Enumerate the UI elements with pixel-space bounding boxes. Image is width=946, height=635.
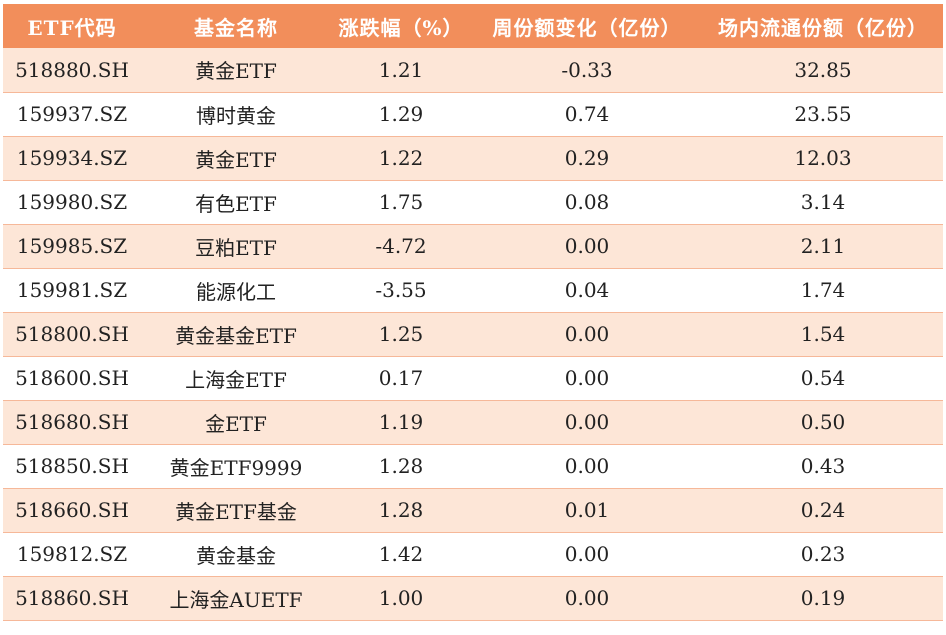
table-row: 159934.SZ 黄金ETF 1.22 0.29 12.03: [3, 136, 943, 181]
cell-change-pct: -3.55: [331, 268, 471, 313]
cell-fund-name: 博时黄金: [141, 92, 331, 137]
cell-fund-name: 黄金基金: [141, 532, 331, 577]
cell-etf-code: 159812.SZ: [3, 532, 141, 577]
cell-etf-code: 518660.SH: [3, 488, 141, 533]
table-row: 518860.SH 上海金AUETF 1.00 0.00 0.19: [3, 576, 943, 621]
etf-table: ETF代码 基金名称 涨跌幅（%） 周份额变化（亿份） 场内流通份额（亿份） 5…: [3, 4, 943, 621]
cell-change-pct: 1.28: [331, 444, 471, 489]
cell-weekly-share-change: -0.33: [471, 48, 703, 93]
table-row: 518880.SH 黄金ETF 1.21 -0.33 32.85: [3, 48, 943, 93]
cell-fund-name: 黄金ETF基金: [141, 488, 331, 533]
cell-circulating-shares: 23.55: [703, 92, 943, 137]
cell-circulating-shares: 1.74: [703, 268, 943, 313]
table-row: 159981.SZ 能源化工 -3.55 0.04 1.74: [3, 268, 943, 313]
cell-weekly-share-change: 0.74: [471, 92, 703, 137]
table-row: 518660.SH 黄金ETF基金 1.28 0.01 0.24: [3, 488, 943, 533]
cell-etf-code: 518880.SH: [3, 48, 141, 93]
cell-weekly-share-change: 0.08: [471, 180, 703, 225]
cell-etf-code: 159981.SZ: [3, 268, 141, 313]
table-row: 518800.SH 黄金基金ETF 1.25 0.00 1.54: [3, 312, 943, 357]
cell-circulating-shares: 0.54: [703, 356, 943, 401]
cell-weekly-share-change: 0.00: [471, 312, 703, 357]
cell-fund-name: 黄金ETF: [141, 136, 331, 181]
header-circulating-shares: 场内流通份额（亿份）: [718, 15, 928, 40]
cell-circulating-shares: 3.14: [703, 180, 943, 225]
cell-fund-name: 黄金ETF9999: [141, 444, 331, 489]
cell-circulating-shares: 32.85: [703, 48, 943, 93]
cell-change-pct: 1.42: [331, 532, 471, 577]
table-row: 159985.SZ 豆粕ETF -4.72 0.00 2.11: [3, 224, 943, 269]
cell-fund-name: 有色ETF: [141, 180, 331, 225]
cell-circulating-shares: 1.54: [703, 312, 943, 357]
table-header: ETF代码 基金名称 涨跌幅（%） 周份额变化（亿份） 场内流通份额（亿份）: [3, 4, 943, 48]
cell-weekly-share-change: 0.00: [471, 356, 703, 401]
cell-change-pct: 0.17: [331, 356, 471, 401]
cell-weekly-share-change: 0.01: [471, 488, 703, 533]
cell-etf-code: 518850.SH: [3, 444, 141, 489]
cell-fund-name: 黄金ETF: [141, 48, 331, 93]
cell-change-pct: 1.75: [331, 180, 471, 225]
cell-weekly-share-change: 0.00: [471, 576, 703, 621]
table-row: 518850.SH 黄金ETF9999 1.28 0.00 0.43: [3, 444, 943, 489]
cell-weekly-share-change: 0.04: [471, 268, 703, 313]
header-weekly-share-change: 周份额变化（亿份）: [492, 15, 682, 40]
cell-etf-code: 518680.SH: [3, 400, 141, 445]
cell-weekly-share-change: 0.00: [471, 444, 703, 489]
cell-change-pct: 1.19: [331, 400, 471, 445]
cell-change-pct: 1.00: [331, 576, 471, 621]
table-body: 518880.SH 黄金ETF 1.21 -0.33 32.85 159937.SZ 博时黄…: [3, 48, 943, 621]
cell-fund-name: 豆粕ETF: [141, 224, 331, 269]
cell-etf-code: 518800.SH: [3, 312, 141, 357]
cell-change-pct: 1.29: [331, 92, 471, 137]
cell-weekly-share-change: 0.00: [471, 400, 703, 445]
header-row: ETF代码 基金名称 涨跌幅（%） 周份额变化（亿份） 场内流通份额（亿份）: [3, 4, 943, 48]
header-fund-name: 基金名称: [194, 15, 278, 40]
cell-circulating-shares: 0.23: [703, 532, 943, 577]
cell-circulating-shares: 0.50: [703, 400, 943, 445]
header-change-pct: 涨跌幅（%）: [338, 15, 464, 40]
cell-fund-name: 能源化工: [141, 268, 331, 313]
cell-change-pct: -4.72: [331, 224, 471, 269]
table-row: 518680.SH 金ETF 1.19 0.00 0.50: [3, 400, 943, 445]
table-row: 159812.SZ 黄金基金 1.42 0.00 0.23: [3, 532, 943, 577]
cell-circulating-shares: 0.24: [703, 488, 943, 533]
table-row: 518600.SH 上海金ETF 0.17 0.00 0.54: [3, 356, 943, 401]
cell-circulating-shares: 2.11: [703, 224, 943, 269]
cell-change-pct: 1.21: [331, 48, 471, 93]
header-etf-code: ETF代码: [27, 15, 117, 40]
cell-weekly-share-change: 0.00: [471, 532, 703, 577]
cell-circulating-shares: 0.43: [703, 444, 943, 489]
cell-circulating-shares: 12.03: [703, 136, 943, 181]
cell-fund-name: 黄金基金ETF: [141, 312, 331, 357]
cell-weekly-share-change: 0.29: [471, 136, 703, 181]
cell-change-pct: 1.25: [331, 312, 471, 357]
cell-etf-code: 159937.SZ: [3, 92, 141, 137]
cell-etf-code: 159980.SZ: [3, 180, 141, 225]
cell-etf-code: 159934.SZ: [3, 136, 141, 181]
cell-weekly-share-change: 0.00: [471, 224, 703, 269]
cell-fund-name: 金ETF: [141, 400, 331, 445]
table-row: 159937.SZ 博时黄金 1.29 0.74 23.55: [3, 92, 943, 137]
table-row: 159980.SZ 有色ETF 1.75 0.08 3.14: [3, 180, 943, 225]
etf-table-container: ETF代码 基金名称 涨跌幅（%） 周份额变化（亿份） 场内流通份额（亿份） 5…: [3, 4, 943, 621]
cell-etf-code: 159985.SZ: [3, 224, 141, 269]
cell-circulating-shares: 0.19: [703, 576, 943, 621]
cell-etf-code: 518600.SH: [3, 356, 141, 401]
cell-change-pct: 1.28: [331, 488, 471, 533]
cell-fund-name: 上海金AUETF: [141, 576, 331, 621]
cell-change-pct: 1.22: [331, 136, 471, 181]
cell-etf-code: 518860.SH: [3, 576, 141, 621]
cell-fund-name: 上海金ETF: [141, 356, 331, 401]
